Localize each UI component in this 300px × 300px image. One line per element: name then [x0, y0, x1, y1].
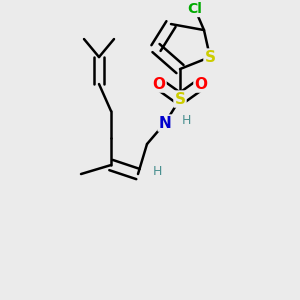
Text: N: N [159, 116, 171, 130]
Text: S: S [205, 50, 215, 64]
Text: S: S [175, 92, 185, 106]
Text: H: H [153, 164, 162, 178]
Text: O: O [194, 76, 208, 92]
Text: O: O [152, 76, 166, 92]
Text: Cl: Cl [188, 2, 202, 16]
Text: H: H [181, 113, 191, 127]
